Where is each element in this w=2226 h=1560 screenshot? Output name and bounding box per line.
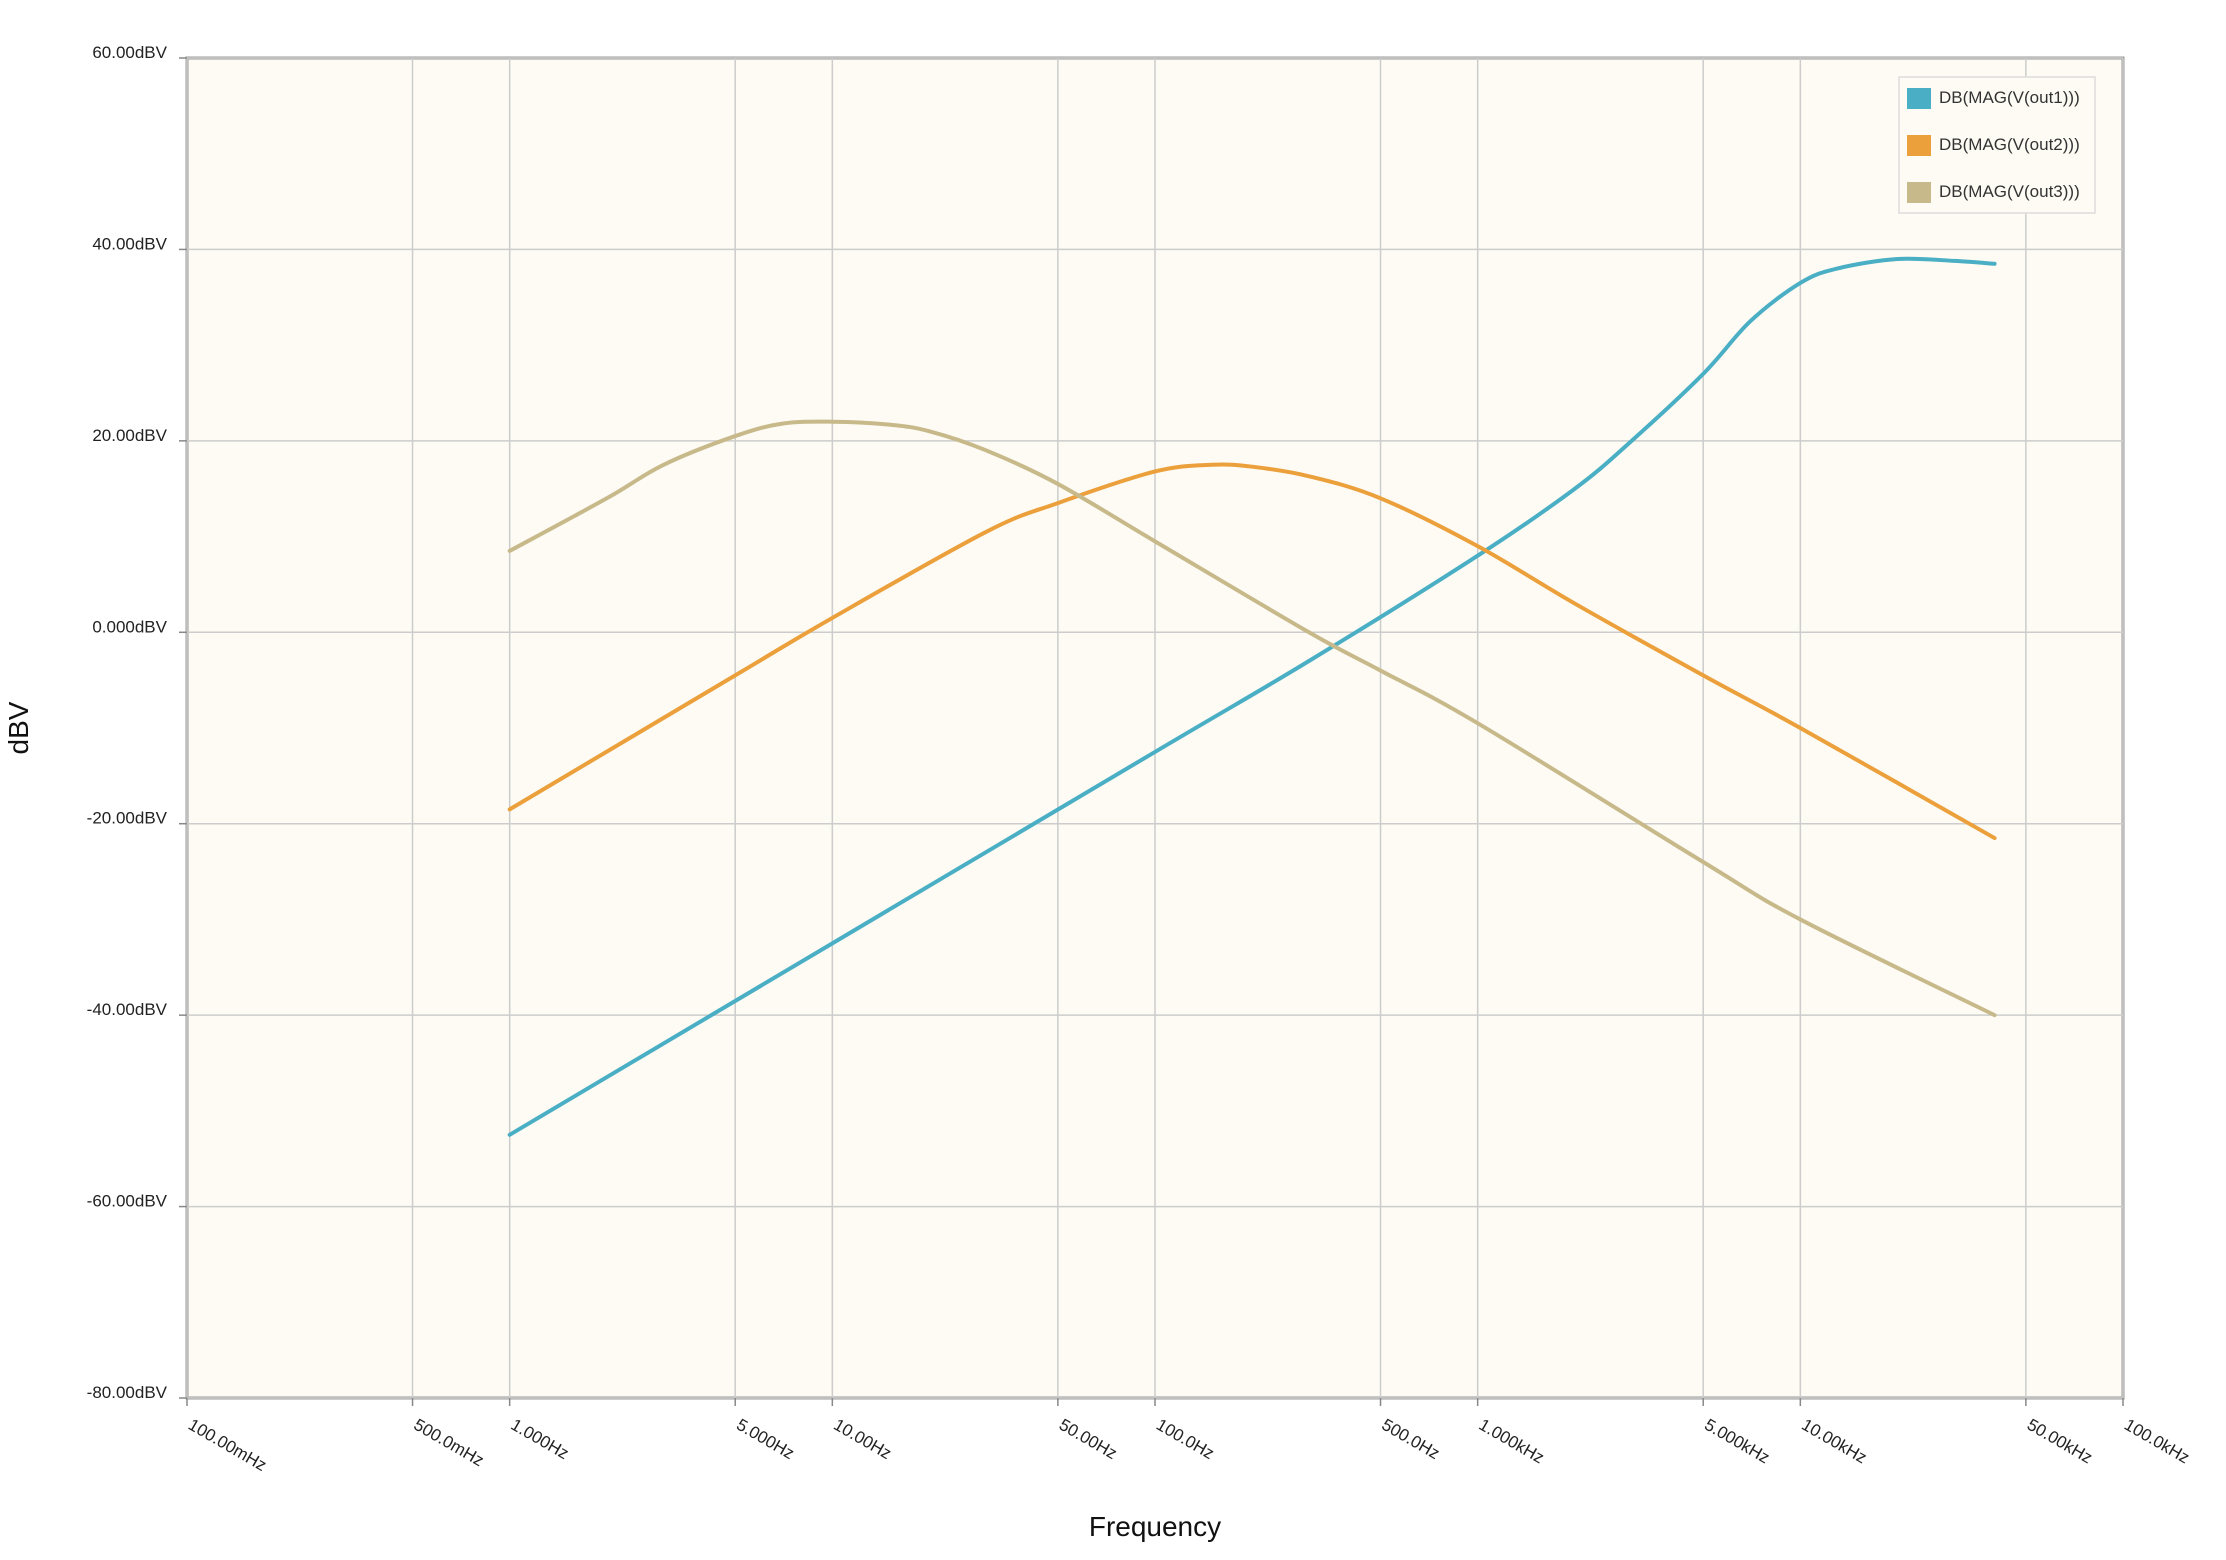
y-tick-label: 0.000dBV: [92, 617, 167, 636]
x-axis-title: Frequency: [1089, 1511, 1221, 1542]
legend-swatch-3: [1907, 182, 1931, 203]
series-line-3: [507, 419, 1997, 1018]
x-tick-label: 50.00kHz: [2024, 1415, 2096, 1467]
x-tick-label: 5.000Hz: [733, 1415, 797, 1463]
series-line-2: [507, 462, 1997, 841]
x-tick-label: 100.00mHz: [185, 1415, 270, 1475]
x-tick-label: 100.0Hz: [1153, 1415, 1217, 1463]
x-tick-label: 1.000Hz: [508, 1415, 572, 1463]
legend: DB(MAG(V(out1))) DB(MAG(V(out2))) DB(MAG(V…: [1898, 76, 2096, 214]
legend-label-3: DB(MAG(V(out3))): [1939, 182, 2080, 201]
legend-box: [1898, 76, 2096, 214]
x-tick-label: 10.00kHz: [1798, 1415, 1870, 1467]
y-tick-label: -20.00dBV: [87, 809, 168, 828]
x-tick-label: 5.000kHz: [1701, 1415, 1773, 1467]
legend-swatch-2: [1907, 135, 1931, 156]
x-axis-ticks: 100.00mHz 500.0mHz 1.000Hz 5.000Hz 10.00Hz 50…: [185, 1398, 2193, 1475]
series-line-1: [507, 256, 1997, 1137]
y-tick-label: -60.00dBV: [87, 1192, 168, 1211]
y-tick-label: 20.00dBV: [92, 426, 167, 445]
y-axis-ticks: 60.00dBV 40.00dBV 20.00dBV 0.000dBV -20.00dB…: [87, 43, 187, 1402]
y-tick-label: 40.00dBV: [92, 234, 167, 253]
x-tick-label: 100.0kHz: [2121, 1415, 2193, 1467]
legend-label-2: DB(MAG(V(out2))): [1939, 135, 2080, 154]
x-tick-label: 10.00Hz: [830, 1415, 894, 1463]
series-lines: [507, 256, 1997, 1137]
x-tick-label: 500.0mHz: [411, 1415, 488, 1470]
legend-label-1: DB(MAG(V(out1))): [1939, 88, 2080, 107]
x-tick-label: 50.00Hz: [1056, 1415, 1120, 1463]
y-tick-label: 60.00dBV: [92, 43, 167, 62]
y-axis-title: dBV: [3, 701, 34, 754]
y-tick-label: -80.00dBV: [87, 1383, 168, 1402]
x-tick-label: 500.0Hz: [1379, 1415, 1443, 1463]
y-tick-label: -40.00dBV: [87, 1000, 168, 1019]
legend-swatch-1: [1907, 88, 1931, 109]
x-tick-label: 1.000kHz: [1476, 1415, 1548, 1467]
